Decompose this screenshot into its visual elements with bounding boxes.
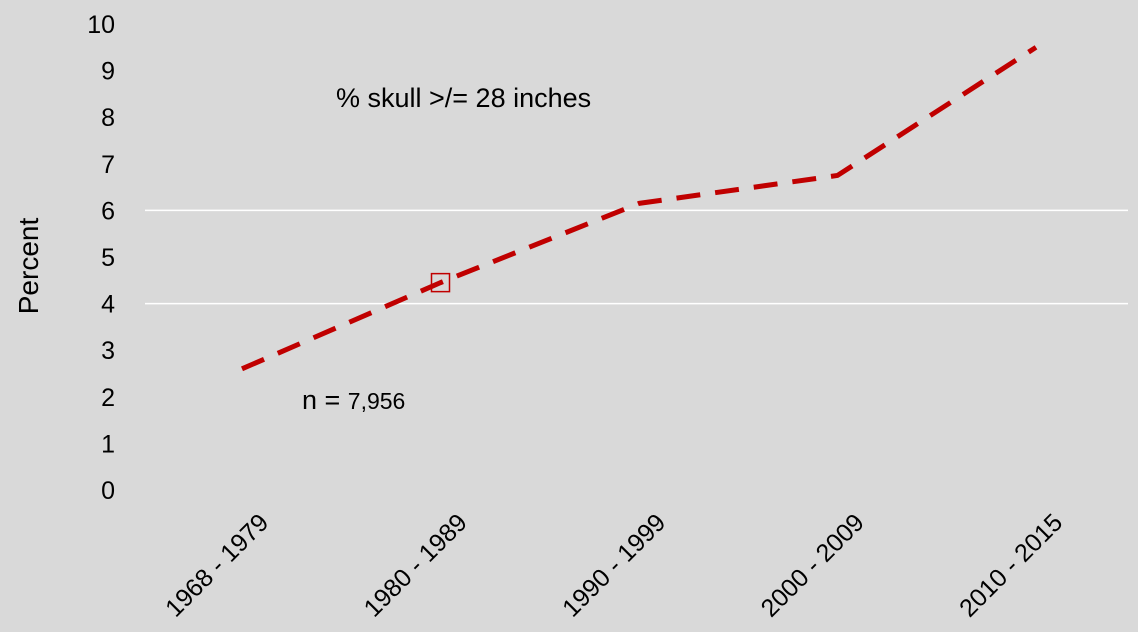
y-tick-label: 3 [101, 337, 115, 365]
y-axis-ticks: 0 1 2 3 4 5 6 7 8 9 10 [87, 11, 115, 505]
sample-size-value: 7,956 [348, 388, 406, 414]
series-line [241, 45, 1038, 372]
x-tick-label: 2010 - 2015 [954, 508, 1068, 622]
y-tick-label: 2 [101, 384, 115, 412]
y-axis-title: Percent [13, 218, 44, 315]
x-axis-ticks: 1968 - 1979 1980 - 1989 1990 - 1999 2000 - … [160, 508, 1068, 622]
y-tick-label: 9 [101, 58, 115, 86]
y-tick-label: 0 [101, 477, 115, 505]
highlighted-data-point [430, 272, 451, 293]
x-tick-label: 2000 - 2009 [756, 508, 870, 622]
y-tick-label: 1 [101, 430, 115, 458]
gridlines [145, 209, 1128, 305]
y-tick-label: 8 [101, 104, 115, 132]
sample-size-prefix: n = [302, 385, 348, 415]
y-tick-label: 4 [101, 291, 115, 319]
y-tick-label: 6 [101, 197, 115, 225]
y-tick-label: 10 [87, 11, 115, 39]
x-tick-label: 1968 - 1979 [160, 508, 274, 622]
series-annotation: % skull >/= 28 inches [336, 83, 591, 113]
series-group [241, 45, 1038, 372]
y-tick-label: 5 [101, 244, 115, 272]
sample-size-annotation: n = 7,956 [302, 385, 405, 415]
y-tick-label: 7 [101, 151, 115, 179]
x-tick-label: 1980 - 1989 [359, 508, 473, 622]
x-tick-label: 1990 - 1999 [557, 508, 671, 622]
